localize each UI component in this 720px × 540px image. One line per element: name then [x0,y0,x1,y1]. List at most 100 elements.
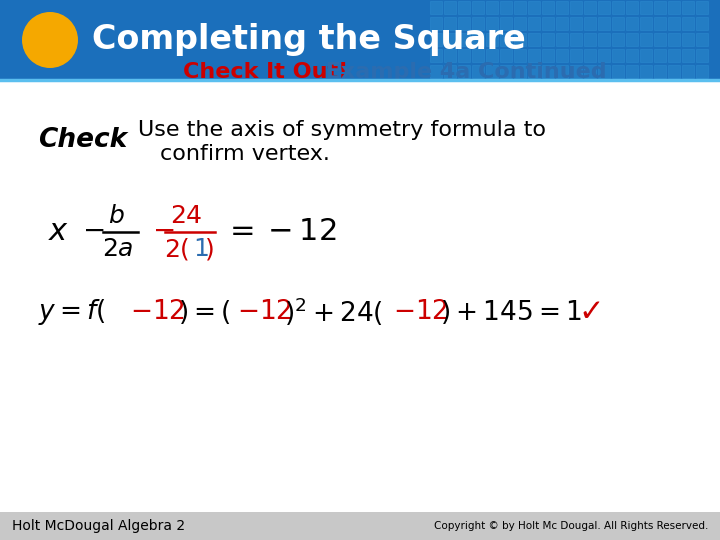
FancyBboxPatch shape [682,65,694,78]
Text: $) + 145 = 1$: $) + 145 = 1$ [440,298,582,326]
FancyBboxPatch shape [640,17,652,30]
FancyBboxPatch shape [556,49,568,62]
FancyBboxPatch shape [640,1,652,14]
FancyBboxPatch shape [682,33,694,46]
FancyBboxPatch shape [584,49,596,62]
FancyBboxPatch shape [640,49,652,62]
FancyBboxPatch shape [640,65,652,78]
FancyBboxPatch shape [472,1,484,14]
FancyBboxPatch shape [668,65,680,78]
Text: $y = f($: $y = f($ [38,297,106,327]
Text: Check It Out!: Check It Out! [183,62,348,82]
FancyBboxPatch shape [486,33,498,46]
Text: $-12$: $-12$ [130,299,185,325]
FancyBboxPatch shape [458,33,470,46]
FancyBboxPatch shape [598,17,610,30]
FancyBboxPatch shape [514,1,526,14]
FancyBboxPatch shape [444,1,456,14]
Text: $-12$: $-12$ [393,299,448,325]
FancyBboxPatch shape [570,17,582,30]
Text: $= -12$: $= -12$ [224,218,337,246]
Circle shape [22,12,78,68]
FancyBboxPatch shape [668,1,680,14]
FancyBboxPatch shape [598,65,610,78]
FancyBboxPatch shape [500,1,512,14]
FancyBboxPatch shape [570,49,582,62]
FancyBboxPatch shape [626,17,638,30]
FancyBboxPatch shape [612,33,624,46]
FancyBboxPatch shape [696,33,708,46]
FancyBboxPatch shape [654,49,666,62]
FancyBboxPatch shape [458,65,470,78]
FancyBboxPatch shape [584,33,596,46]
FancyBboxPatch shape [584,17,596,30]
Text: $2a$: $2a$ [102,237,134,261]
FancyBboxPatch shape [556,65,568,78]
FancyBboxPatch shape [542,49,554,62]
Text: $1$: $1$ [193,237,209,261]
FancyBboxPatch shape [570,33,582,46]
FancyBboxPatch shape [0,0,720,80]
FancyBboxPatch shape [626,1,638,14]
FancyBboxPatch shape [528,33,540,46]
FancyBboxPatch shape [556,1,568,14]
FancyBboxPatch shape [598,33,610,46]
FancyBboxPatch shape [514,49,526,62]
Text: $x$: $x$ [48,218,69,246]
FancyBboxPatch shape [584,65,596,78]
FancyBboxPatch shape [528,17,540,30]
FancyBboxPatch shape [444,17,456,30]
FancyBboxPatch shape [458,1,470,14]
FancyBboxPatch shape [626,33,638,46]
FancyBboxPatch shape [430,49,442,62]
Text: ✓: ✓ [578,298,603,327]
FancyBboxPatch shape [682,1,694,14]
FancyBboxPatch shape [654,65,666,78]
Text: Copyright © by Holt Mc Dougal. All Rights Reserved.: Copyright © by Holt Mc Dougal. All Right… [433,521,708,531]
FancyBboxPatch shape [570,65,582,78]
FancyBboxPatch shape [444,49,456,62]
Text: $) = ($: $) = ($ [178,298,231,326]
FancyBboxPatch shape [612,49,624,62]
FancyBboxPatch shape [654,1,666,14]
FancyBboxPatch shape [682,17,694,30]
FancyBboxPatch shape [542,33,554,46]
FancyBboxPatch shape [486,49,498,62]
FancyBboxPatch shape [514,17,526,30]
FancyBboxPatch shape [500,33,512,46]
FancyBboxPatch shape [626,49,638,62]
Text: $)$: $)$ [204,236,214,262]
FancyBboxPatch shape [430,1,442,14]
FancyBboxPatch shape [528,49,540,62]
FancyBboxPatch shape [472,33,484,46]
FancyBboxPatch shape [598,49,610,62]
FancyBboxPatch shape [514,33,526,46]
FancyBboxPatch shape [472,65,484,78]
FancyBboxPatch shape [584,1,596,14]
FancyBboxPatch shape [682,49,694,62]
Text: Example 4a Continued: Example 4a Continued [318,62,607,82]
FancyBboxPatch shape [668,49,680,62]
FancyBboxPatch shape [430,65,442,78]
FancyBboxPatch shape [430,33,442,46]
FancyBboxPatch shape [458,17,470,30]
FancyBboxPatch shape [500,17,512,30]
FancyBboxPatch shape [486,1,498,14]
FancyBboxPatch shape [472,49,484,62]
Text: $b$: $b$ [108,204,125,228]
Text: Use the axis of symmetry formula to: Use the axis of symmetry formula to [138,120,546,140]
FancyBboxPatch shape [598,1,610,14]
FancyBboxPatch shape [696,17,708,30]
FancyBboxPatch shape [696,65,708,78]
Text: $2($: $2($ [164,236,189,262]
FancyBboxPatch shape [556,33,568,46]
Text: Completing the Square: Completing the Square [92,24,526,57]
FancyBboxPatch shape [612,1,624,14]
FancyBboxPatch shape [542,17,554,30]
FancyBboxPatch shape [528,65,540,78]
FancyBboxPatch shape [542,65,554,78]
FancyBboxPatch shape [626,65,638,78]
FancyBboxPatch shape [528,1,540,14]
FancyBboxPatch shape [612,17,624,30]
FancyBboxPatch shape [486,17,498,30]
